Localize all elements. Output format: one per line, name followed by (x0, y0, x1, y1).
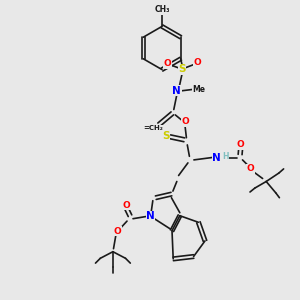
Text: O: O (122, 201, 130, 210)
Text: O: O (113, 227, 121, 236)
Text: O: O (181, 117, 189, 126)
Text: N: N (172, 86, 181, 96)
Text: O: O (247, 164, 254, 173)
Text: N: N (146, 211, 155, 221)
Text: O: O (164, 59, 172, 68)
Text: O: O (237, 140, 244, 149)
Text: S: S (162, 131, 169, 141)
Text: Me: Me (192, 85, 205, 94)
Text: S: S (178, 64, 186, 74)
Text: =CH₂: =CH₂ (143, 125, 163, 131)
Text: CH₃: CH₃ (154, 5, 170, 14)
Text: O: O (194, 58, 202, 67)
Text: N: N (212, 152, 221, 163)
Text: H: H (223, 152, 229, 161)
